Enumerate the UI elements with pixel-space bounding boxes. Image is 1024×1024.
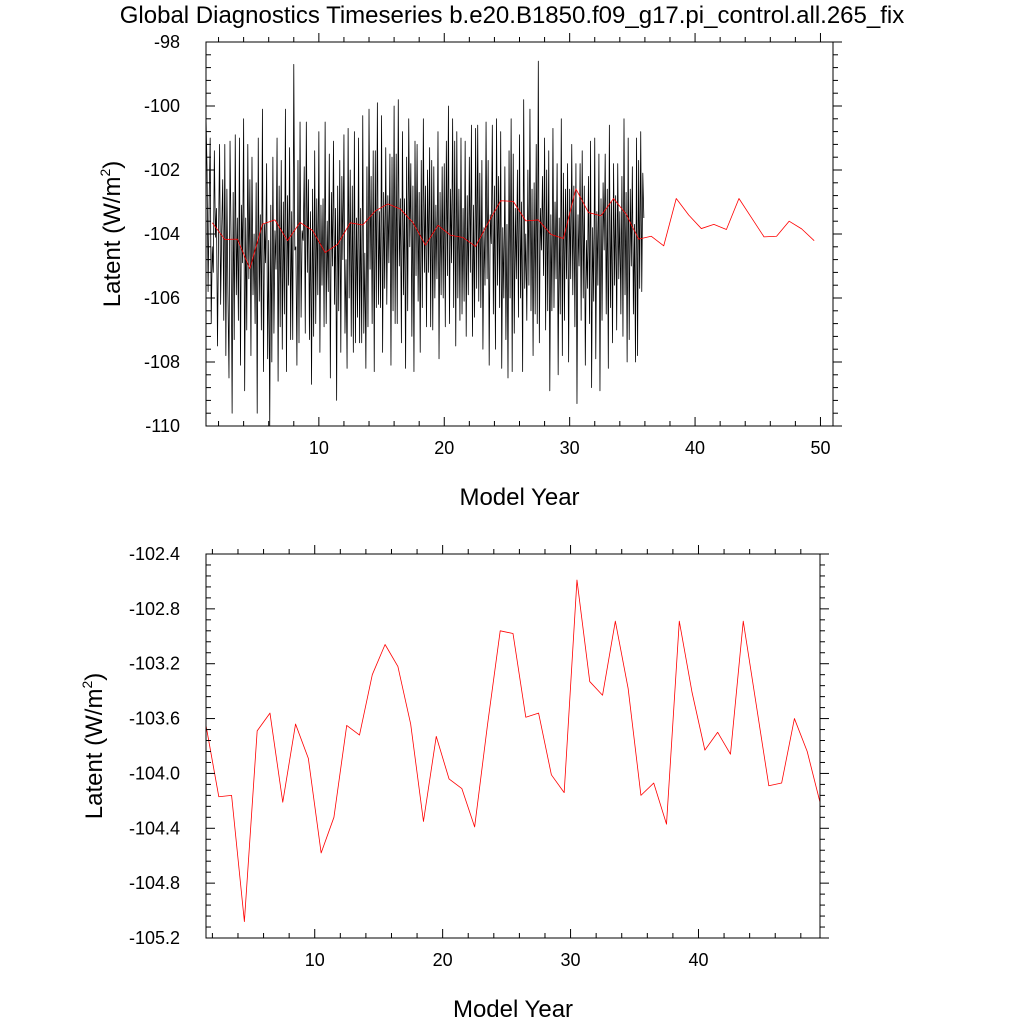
bottom-x-axis-label: Model Year — [453, 996, 573, 1023]
bottom-y-tick-label: -104.8 — [129, 873, 180, 893]
top-y-axis-label-superscript: 2 — [97, 169, 113, 177]
top-x-tick-label: 30 — [560, 438, 580, 458]
bottom-x-tick-label: 20 — [433, 950, 453, 970]
bottom-tick-labels: 10 20 30 40 -105.2 -104.8 -104.4 -104.0 -103.6 -1… — [129, 544, 709, 970]
bottom-y-tick-label: -104.0 — [129, 763, 180, 783]
top-panel: 10 20 30 40 50 -110 -108 -106 -104 -102 -100 -98 Mo… — [97, 32, 842, 511]
figure-title: Global Diagnostics Timeseries b.e20.B185… — [120, 2, 904, 29]
top-y-tick-label: -100 — [144, 96, 180, 116]
top-x-tick-label: 40 — [685, 438, 705, 458]
bottom-y-tick-label: -103.6 — [129, 709, 180, 729]
top-series-line-1 — [211, 188, 815, 269]
bottom-series-layer — [205, 579, 821, 922]
top-x-tick-label: 10 — [309, 438, 329, 458]
top-y-axis-label: Latent (W/m2) — [97, 161, 126, 308]
bottom-y-tick-label: -102.4 — [129, 544, 180, 564]
bottom-y-tick-label: -105.2 — [129, 928, 180, 948]
bottom-x-tick-label: 30 — [561, 950, 581, 970]
bottom-y-tick-label: -104.4 — [129, 818, 180, 838]
bottom-y-tick-label: -103.2 — [129, 654, 180, 674]
top-y-tick-label: -104 — [144, 224, 180, 244]
top-y-axis-label-close: ) — [99, 161, 126, 169]
bottom-plot-frame — [205, 553, 821, 939]
bottom-x-tick-label: 10 — [305, 950, 325, 970]
top-series-line-0 — [205, 60, 645, 427]
top-y-tick-label: -102 — [144, 160, 180, 180]
bottom-y-axis-label-close: ) — [81, 673, 108, 681]
bottom-x-tick-label: 40 — [688, 950, 708, 970]
top-y-tick-label: -108 — [144, 352, 180, 372]
top-y-tick-label: -110 — [145, 416, 180, 436]
bottom-y-axis-label-main: Latent (W/m — [81, 689, 108, 820]
top-plot-frame — [205, 41, 834, 427]
top-x-tick-label: 50 — [810, 438, 830, 458]
bottom-y-axis-label: Latent (W/m2) — [79, 673, 108, 820]
top-x-axis-label: Model Year — [459, 484, 579, 511]
top-y-axis-label-main: Latent (W/m — [99, 177, 126, 308]
bottom-tick-marks — [206, 545, 829, 939]
top-y-tick-label: -106 — [144, 288, 180, 308]
bottom-series-line-0 — [205, 579, 821, 922]
top-tick-marks — [206, 33, 842, 427]
top-series-layer — [205, 60, 815, 427]
bottom-y-axis-label-superscript: 2 — [79, 681, 95, 689]
top-tick-labels: 10 20 30 40 50 -110 -108 -106 -104 -102 -100 -98 — [144, 32, 831, 458]
bottom-y-tick-label: -102.8 — [129, 599, 180, 619]
top-y-tick-label: -98 — [154, 32, 180, 52]
top-x-tick-label: 20 — [434, 438, 454, 458]
bottom-panel: 10 20 30 40 -105.2 -104.8 -104.4 -104.0 -103.6 -1… — [79, 544, 829, 1023]
